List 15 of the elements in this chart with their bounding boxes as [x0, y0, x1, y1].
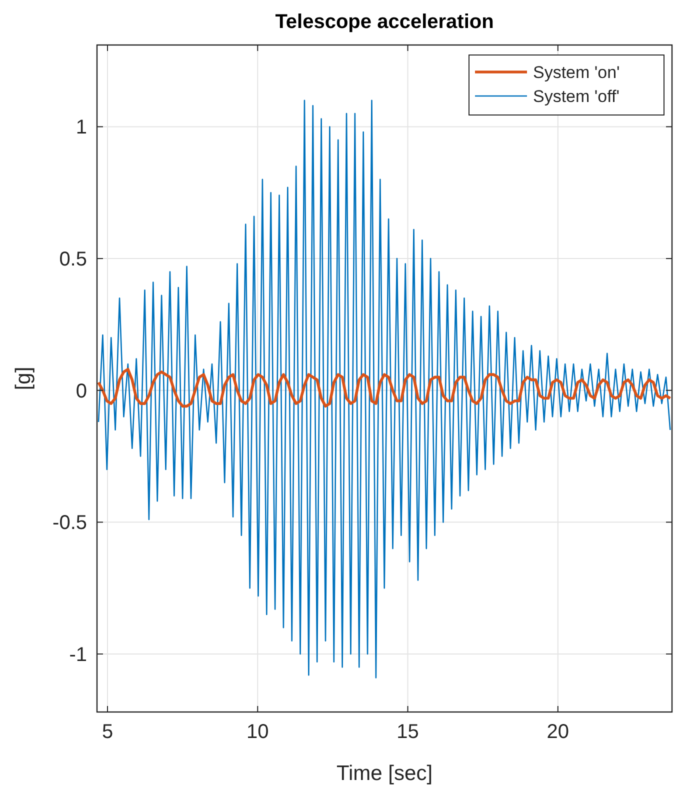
y-tick-label: 0 — [76, 380, 87, 402]
y-tick-label: 1 — [76, 116, 87, 139]
legend-label: System 'on' — [533, 62, 620, 82]
y-tick-label: 0.5 — [59, 248, 87, 271]
y-tick-label: -1 — [69, 644, 87, 666]
legend-label: System 'off' — [533, 86, 620, 106]
line-series — [97, 368, 672, 408]
x-axis-title: Time [sec] — [336, 762, 433, 785]
chart-title: Telescope acceleration — [275, 11, 494, 33]
y-tick-label: -0.5 — [52, 512, 87, 534]
x-tick-label: 15 — [396, 721, 419, 743]
y-axis-title: [g] — [12, 366, 35, 390]
x-tick-label: 5 — [102, 721, 114, 743]
x-tick-label: 10 — [246, 721, 269, 743]
x-tick-label: 20 — [546, 721, 570, 743]
